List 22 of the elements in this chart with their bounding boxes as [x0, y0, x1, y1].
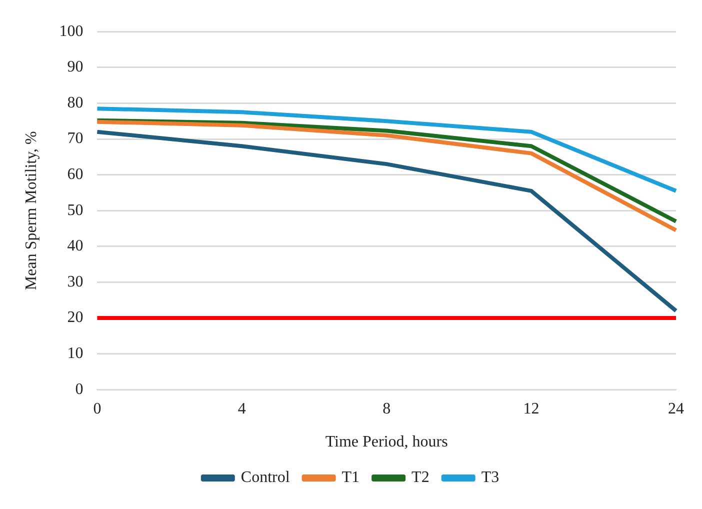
y-tick-label: 20: [67, 309, 84, 326]
legend-label: Control: [240, 469, 290, 486]
y-tick-label: 60: [67, 166, 84, 184]
legend-label: T1: [342, 469, 360, 486]
y-tick-label: 30: [67, 273, 84, 290]
y-tick-label: 80: [67, 94, 84, 112]
x-tick-label: 12: [523, 400, 540, 418]
y-axis-title: Mean Sperm Motility, %: [22, 131, 40, 290]
y-tick-label: 50: [67, 202, 84, 219]
x-tick-label: 4: [238, 400, 246, 418]
legend-label: T3: [481, 469, 500, 486]
y-tick-label: 10: [67, 345, 84, 362]
x-tick-label: 8: [382, 400, 391, 418]
x-tick-label: 0: [93, 400, 102, 418]
y-tick-label: 100: [59, 22, 84, 40]
x-axis-title: Time Period, hours: [325, 434, 448, 451]
y-tick-label: 40: [67, 238, 84, 255]
x-tick-label: 24: [668, 400, 684, 418]
y-tick-label: 70: [67, 130, 84, 148]
y-tick-label: 90: [67, 58, 84, 76]
y-tick-label: 0: [75, 380, 84, 398]
legend-label: T2: [412, 469, 430, 486]
